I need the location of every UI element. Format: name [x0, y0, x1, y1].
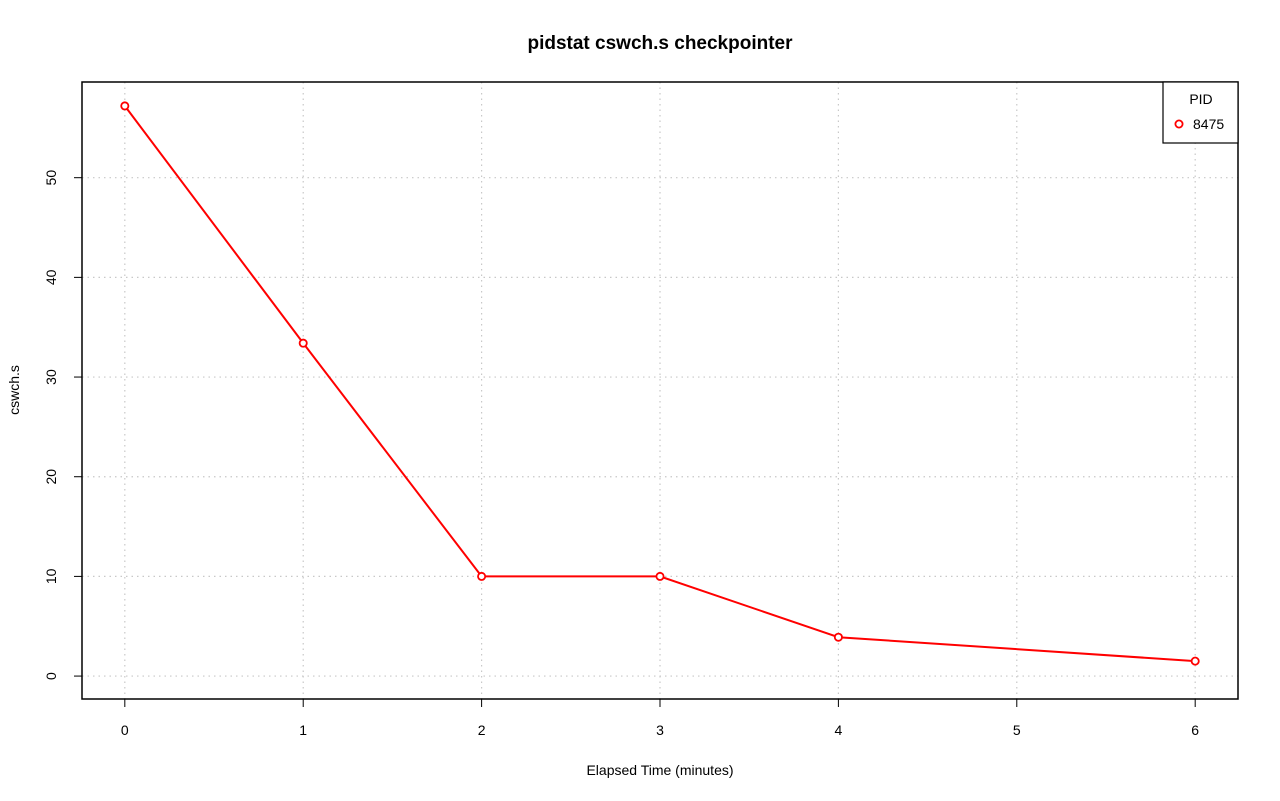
x-tick-label: 5: [1013, 722, 1021, 738]
x-axis-label: Elapsed Time (minutes): [586, 762, 733, 778]
y-axis-label: cswch.s: [6, 365, 22, 415]
x-tick-label: 3: [656, 722, 664, 738]
series-line-8475: [124, 105, 1196, 663]
data-point: [1190, 656, 1200, 666]
legend-marker: [1174, 119, 1184, 129]
legend-series-label: 8475: [1193, 116, 1224, 132]
grid: [82, 82, 1238, 699]
x-tick-label: 2: [478, 722, 486, 738]
x-axis: 0 1 2 3 4 5 6: [121, 699, 1199, 738]
data-point: [477, 571, 487, 581]
x-tick-label: 6: [1191, 722, 1199, 738]
y-tick-label: 40: [43, 269, 59, 285]
x-tick-label: 0: [121, 722, 129, 738]
y-tick-label: 50: [43, 170, 59, 186]
data-point: [120, 101, 130, 111]
y-tick-label: 20: [43, 469, 59, 485]
data-point: [298, 338, 308, 348]
data-point: [833, 632, 843, 642]
legend-box: [1162, 81, 1239, 144]
data-point: [655, 571, 665, 581]
x-tick-label: 4: [834, 722, 842, 738]
legend-title: PID: [1189, 91, 1212, 107]
legend: PID 8475: [1162, 81, 1239, 144]
y-tick-label: 0: [43, 672, 59, 680]
y-tick-label: 30: [43, 369, 59, 385]
y-axis: 0 10 20 30 40 50: [43, 170, 82, 680]
y-tick-label: 10: [43, 568, 59, 584]
chart-title: pidstat cswch.s checkpointer: [527, 33, 793, 54]
series-layer: [120, 101, 1200, 666]
x-tick-label: 1: [299, 722, 307, 738]
